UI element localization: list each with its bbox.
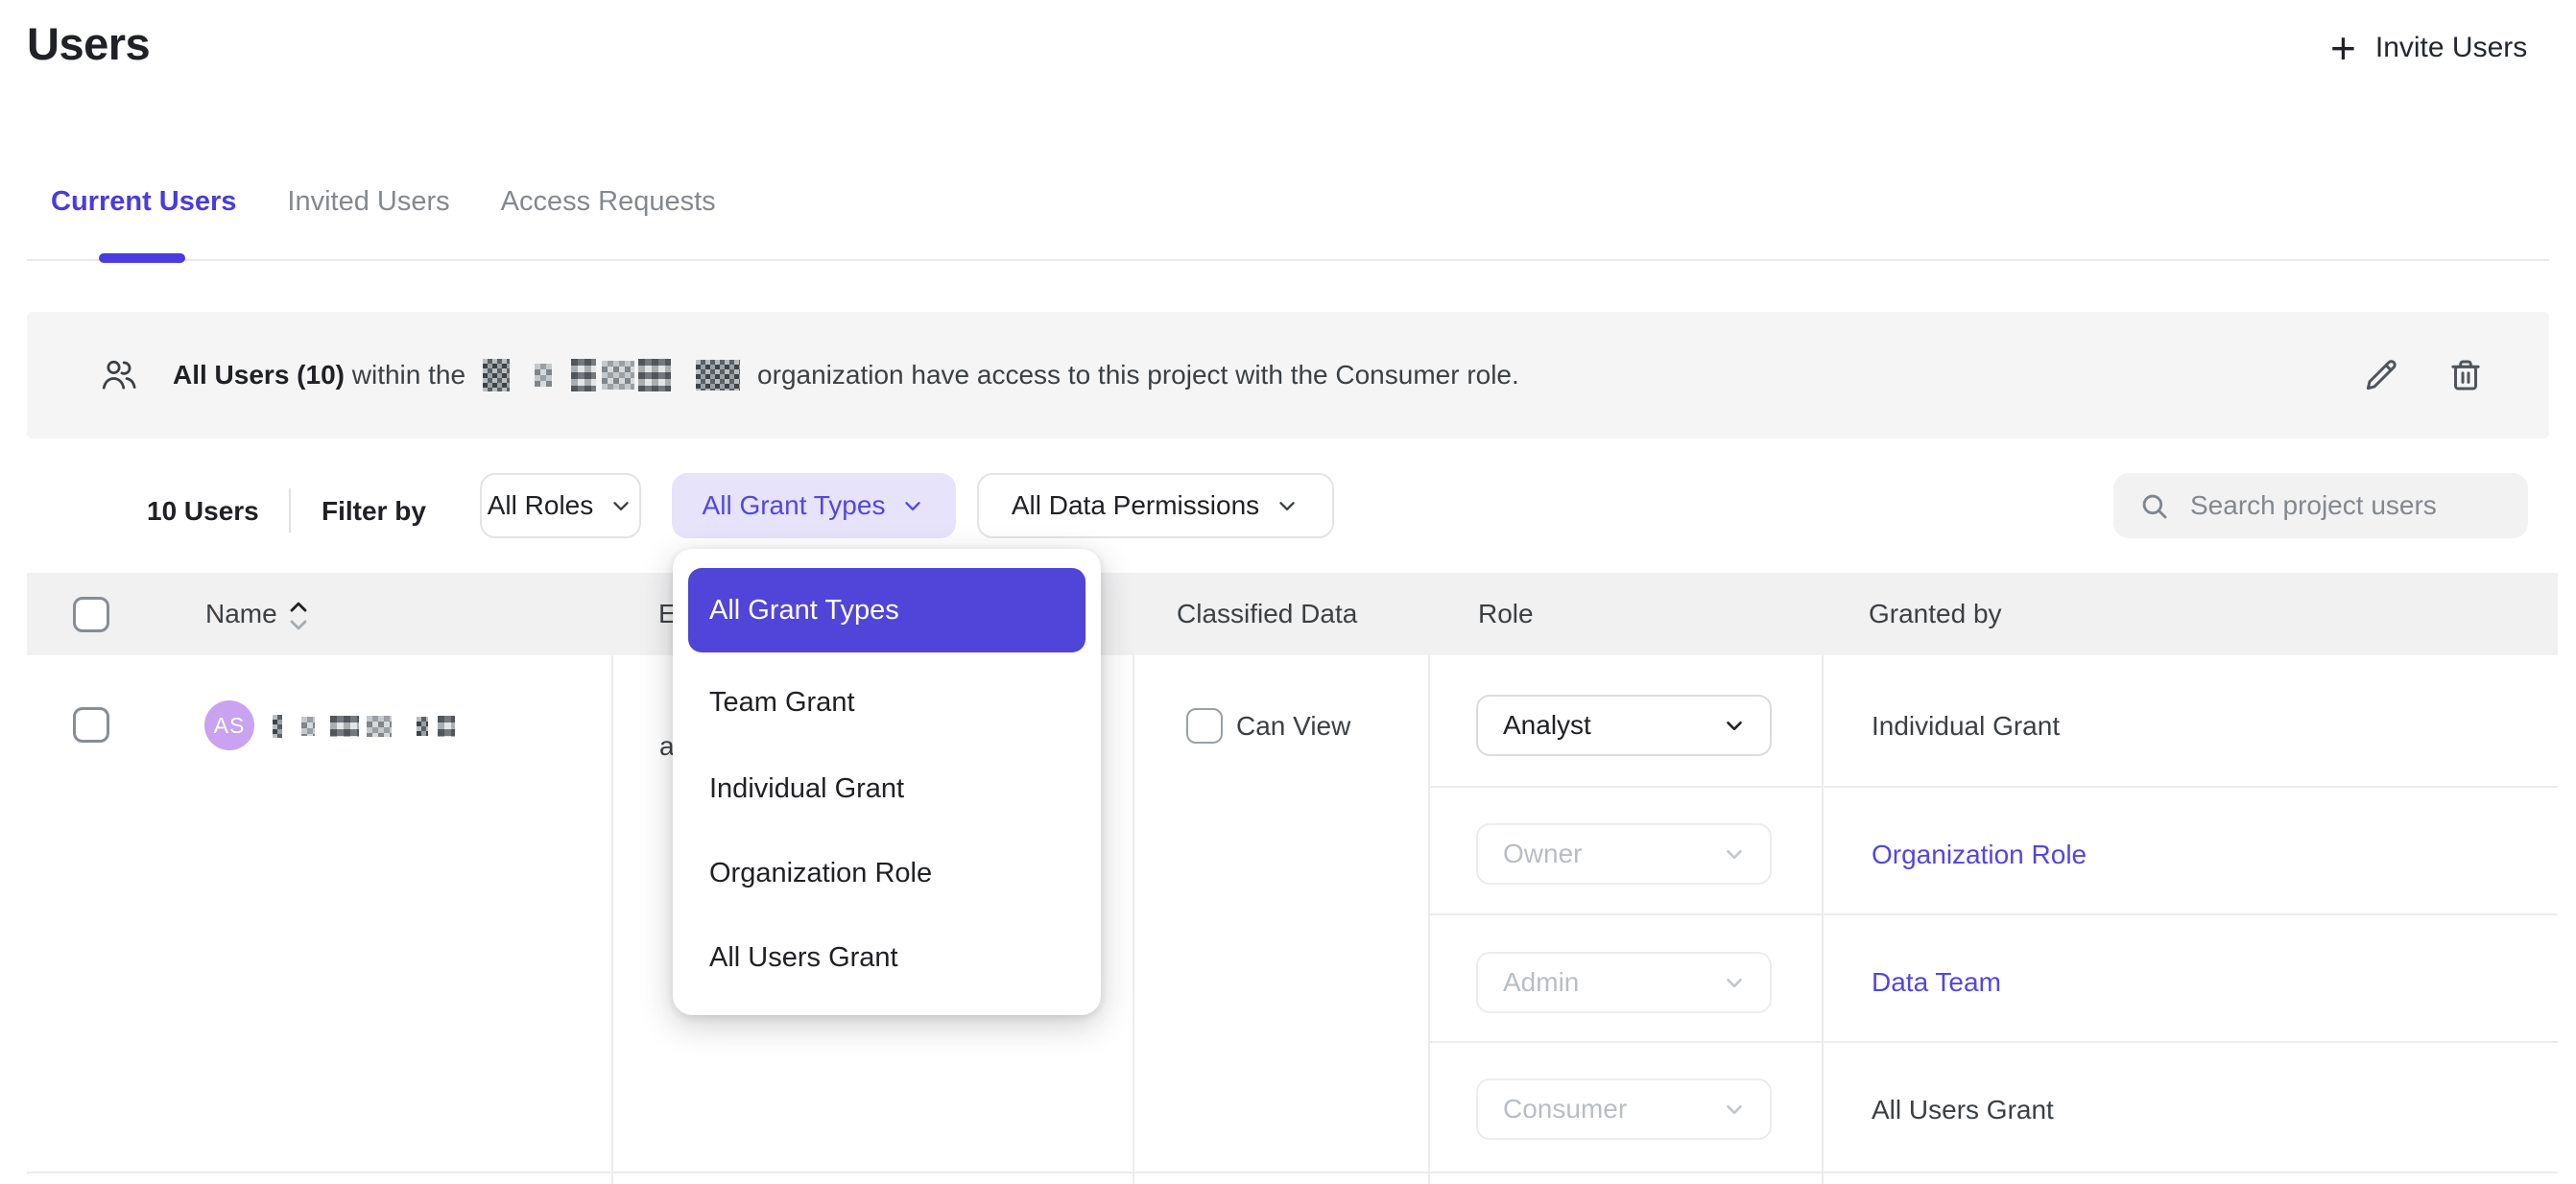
chevron-down-icon xyxy=(1727,1104,1742,1115)
grant-types-menu: All Grant Types Team Grant Individual Gr… xyxy=(673,549,1101,1015)
user-email: a xyxy=(659,731,675,761)
redacted-user-name xyxy=(273,715,455,738)
team-icon xyxy=(102,360,136,390)
toolbar-divider xyxy=(289,488,291,533)
menu-item-all-grant-types[interactable]: All Grant Types xyxy=(688,568,1085,652)
chevron-down-icon xyxy=(613,502,629,510)
row-bottom-divider xyxy=(27,1172,2558,1173)
filter-all-roles[interactable]: All Roles xyxy=(480,473,641,538)
menu-item-organization-role[interactable]: Organization Role xyxy=(709,857,933,888)
granted-by-value: All Users Grant xyxy=(1872,1095,2054,1125)
role-select-admin: Admin xyxy=(1476,952,1772,1013)
pencil-icon[interactable] xyxy=(2361,355,2401,395)
role-select-analyst[interactable]: Analyst xyxy=(1476,695,1772,756)
col-header-granted-by: Granted by xyxy=(1869,599,2002,628)
search-box xyxy=(2113,473,2528,538)
column-divider xyxy=(1822,655,1824,1184)
tabs-divider xyxy=(27,259,2549,261)
chevron-down-icon xyxy=(1727,721,1742,731)
column-divider xyxy=(1428,655,1430,1184)
chevron-down-icon xyxy=(1727,978,1742,988)
all-users-banner: All Users (10) within the organization h… xyxy=(27,312,2549,438)
tab-access-requests[interactable]: Access Requests xyxy=(500,186,716,217)
chevron-down-icon xyxy=(905,502,921,510)
banner-text: All Users (10) within the organization h… xyxy=(173,359,1519,391)
filter-by-label: Filter by xyxy=(322,496,426,526)
col-header-role: Role xyxy=(1478,599,1534,628)
tab-invited-users[interactable]: Invited Users xyxy=(287,186,450,217)
filter-all-grant-types[interactable]: All Grant Types xyxy=(672,473,956,538)
can-view-checkbox[interactable] xyxy=(1186,708,1223,744)
menu-item-all-users-grant[interactable]: All Users Grant xyxy=(709,941,898,973)
table-header xyxy=(27,573,2558,655)
active-tab-underline xyxy=(99,253,185,263)
search-input[interactable] xyxy=(2113,473,2528,538)
banner-actions xyxy=(2361,312,2486,438)
filter-all-data-permissions[interactable]: All Data Permissions xyxy=(977,473,1334,538)
row-checkbox[interactable] xyxy=(73,707,109,743)
tab-current-users[interactable]: Current Users xyxy=(51,186,237,217)
menu-item-team-grant[interactable]: Team Grant xyxy=(709,686,855,718)
redacted-org-name xyxy=(483,359,741,391)
can-view-label: Can View xyxy=(1236,711,1351,741)
granted-by-link[interactable]: Data Team xyxy=(1872,967,2001,997)
chevron-down-icon xyxy=(1727,849,1742,860)
page-title: Users xyxy=(27,18,151,69)
subrow-divider xyxy=(1428,913,2558,915)
trash-icon[interactable] xyxy=(2445,355,2486,395)
column-divider xyxy=(611,655,613,1184)
column-divider xyxy=(1133,655,1134,1184)
chevron-down-icon xyxy=(1279,502,1295,510)
granted-by-value: Individual Grant xyxy=(1872,711,2061,741)
tab-bar: Current Users Invited Users Access Reque… xyxy=(51,186,716,218)
avatar: AS xyxy=(204,700,254,750)
menu-item-individual-grant[interactable]: Individual Grant xyxy=(709,772,905,804)
role-select-consumer: Consumer xyxy=(1476,1078,1772,1140)
subrow-divider xyxy=(1428,786,2558,788)
role-select-owner: Owner xyxy=(1476,823,1772,885)
subrow-divider xyxy=(1428,1041,2558,1043)
select-all-checkbox[interactable] xyxy=(73,597,109,632)
invite-users-button[interactable]: + Invite Users xyxy=(2330,23,2528,73)
sort-icon[interactable] xyxy=(285,597,312,635)
invite-users-label: Invite Users xyxy=(2374,32,2528,63)
col-header-name[interactable]: Name xyxy=(205,599,277,628)
user-count: 10 Users xyxy=(147,496,259,526)
granted-by-link[interactable]: Organization Role xyxy=(1872,840,2087,869)
plus-icon: + xyxy=(2330,23,2356,73)
col-header-classified-data: Classified Data xyxy=(1177,599,1358,628)
